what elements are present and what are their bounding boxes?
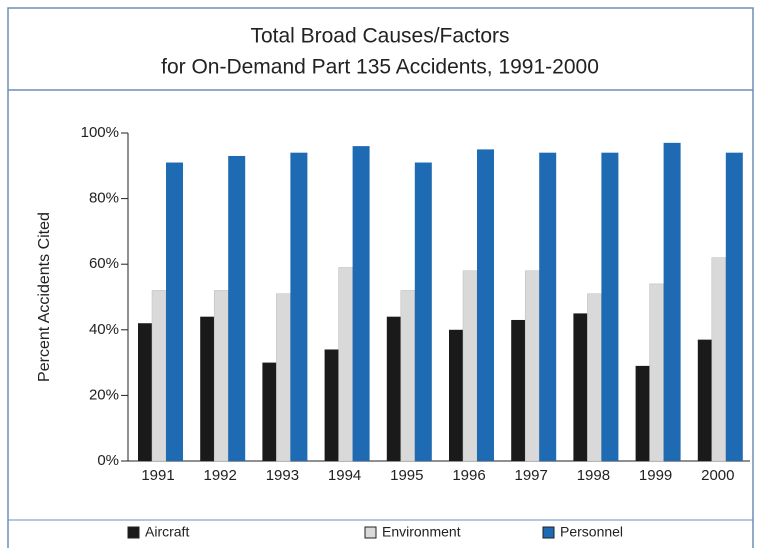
legend-label: Environment (382, 524, 461, 540)
bar (663, 142, 681, 461)
bar (400, 290, 416, 462)
legend-label: Aircraft (145, 524, 189, 540)
x-tick-label: 1999 (639, 467, 672, 484)
x-tick-label: 1992 (204, 467, 237, 484)
bar (324, 349, 339, 461)
bar (477, 149, 494, 461)
bar (601, 152, 619, 461)
bar (449, 329, 463, 461)
y-tick-label: 0% (97, 452, 119, 469)
bar (462, 270, 478, 462)
x-tick-label: 1994 (328, 467, 361, 484)
bar (539, 152, 557, 461)
bar (228, 155, 246, 461)
x-tick-label: 1997 (515, 467, 548, 484)
bar (213, 290, 229, 462)
y-tick-label: 40% (89, 321, 119, 338)
bar (200, 316, 215, 461)
bar (587, 293, 602, 462)
legend-label: Personnel (560, 524, 623, 540)
bar (276, 293, 291, 462)
y-axis-label: Percent Accidents Cited (36, 212, 53, 382)
bar (711, 257, 727, 462)
x-tick-label: 1991 (141, 467, 174, 484)
bar (386, 316, 401, 461)
bar (524, 270, 540, 462)
y-tick-label: 20% (89, 386, 119, 403)
legend-swatch (542, 526, 555, 539)
bar (635, 365, 650, 461)
bar (511, 319, 526, 461)
x-tick-label: 2000 (701, 467, 734, 484)
x-tick-label: 1993 (266, 467, 299, 484)
bar (138, 323, 152, 461)
x-tick-label: 1996 (452, 467, 485, 484)
y-tick-label: 100% (81, 124, 119, 141)
chart-title: Total Broad Causes/Factors (250, 25, 509, 48)
bar (697, 339, 712, 461)
bar (338, 267, 353, 462)
bar (573, 313, 588, 461)
y-tick-label: 60% (89, 255, 119, 272)
bar (151, 290, 167, 462)
y-tick-label: 80% (89, 190, 119, 207)
bar (290, 152, 308, 461)
x-tick-label: 1998 (577, 467, 610, 484)
bar (166, 162, 183, 461)
legend-swatch (364, 526, 377, 539)
bar (352, 146, 370, 461)
frame (7, 7, 754, 548)
bar (649, 283, 664, 462)
bar (725, 152, 743, 461)
legend-swatch (127, 526, 140, 539)
bar (414, 162, 432, 461)
chart-subtitle: for On-Demand Part 135 Accidents, 1991-2… (161, 56, 599, 79)
bar (262, 362, 277, 461)
x-tick-label: 1995 (390, 467, 423, 484)
